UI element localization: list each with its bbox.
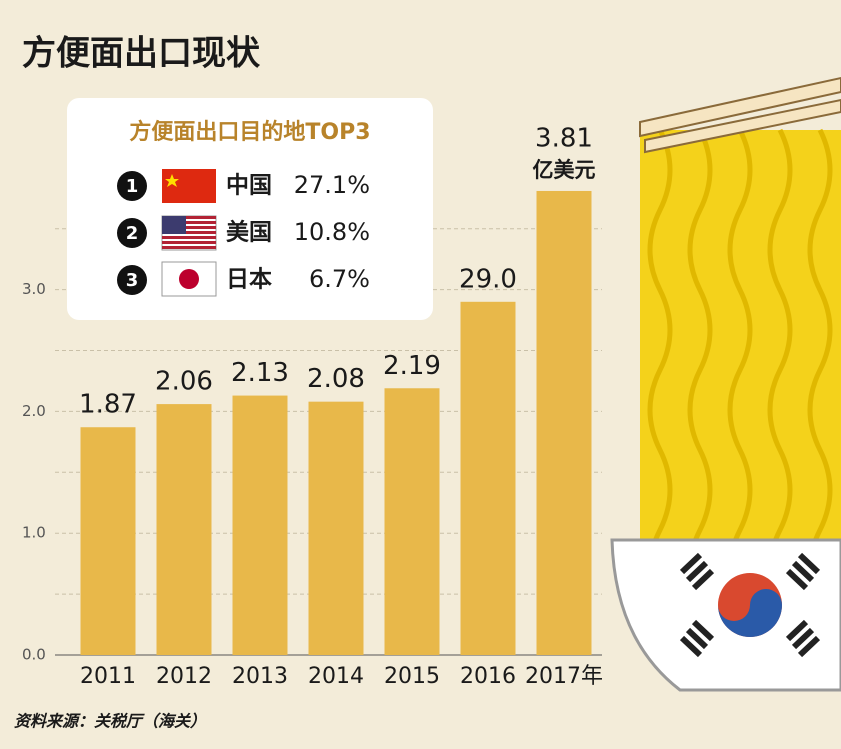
country: 中国 <box>226 173 272 199</box>
rank-badge <box>117 218 147 248</box>
share: 6.7% <box>309 265 370 293</box>
value-label: 3.81 <box>535 123 593 153</box>
y-tick-label: 0.0 <box>22 646 46 664</box>
rank-badge <box>117 171 147 201</box>
legend-box: 方便面出口目的地TOP3 1 中国 27.1% 2 美国 10.8% 3 日本 6.7% <box>67 98 433 320</box>
bar <box>232 395 288 655</box>
bar <box>308 401 364 655</box>
rank: 1 <box>126 176 139 197</box>
legend-title: 方便面出口目的地TOP3 <box>129 119 370 145</box>
x-tick-label: 2011 <box>80 664 136 689</box>
bar <box>156 404 212 655</box>
value-label: 2.08 <box>307 364 365 394</box>
share: 10.8% <box>294 218 370 246</box>
country: 美国 <box>226 219 272 246</box>
flag <box>161 261 217 297</box>
x-tick-label: 2012 <box>156 664 212 689</box>
chart-title: 方便面出口现状 <box>22 34 261 74</box>
noodle-illustration <box>610 76 841 692</box>
bar <box>460 301 516 655</box>
flag <box>161 215 217 251</box>
source: 资料来源：关税厅（海关） <box>14 712 206 731</box>
y-tick-label: 3.0 <box>22 280 46 298</box>
bar <box>80 427 136 655</box>
x-tick-label: 2016 <box>460 664 516 689</box>
bar <box>384 388 440 655</box>
x-tick-label: 2013 <box>232 664 288 689</box>
unit-label: 亿美元 <box>533 158 596 182</box>
y-tick-label: 2.0 <box>22 402 46 420</box>
x-tick-label: 2014 <box>308 664 364 689</box>
bar <box>536 190 592 655</box>
x-tick-label: 2017年 <box>525 664 603 689</box>
y-tick-label: 1.0 <box>22 524 46 542</box>
flag <box>162 169 216 203</box>
value-label: 2.19 <box>383 351 441 381</box>
value-label: 1.87 <box>79 390 137 420</box>
rank: 3 <box>126 270 139 291</box>
value-label: 2.13 <box>231 358 289 388</box>
value-label: 2.06 <box>155 367 213 397</box>
plot: 0.0 1.0 2.0 3.0 2011 1.87 2012 2.06 2013 2.13 2014… <box>22 123 603 689</box>
rank-badge <box>117 265 147 295</box>
x-tick-label: 2015 <box>384 664 440 689</box>
rank: 2 <box>126 223 139 244</box>
country: 日本 <box>226 267 272 293</box>
value-label: 29.0 <box>459 264 517 294</box>
share: 27.1% <box>294 171 370 199</box>
